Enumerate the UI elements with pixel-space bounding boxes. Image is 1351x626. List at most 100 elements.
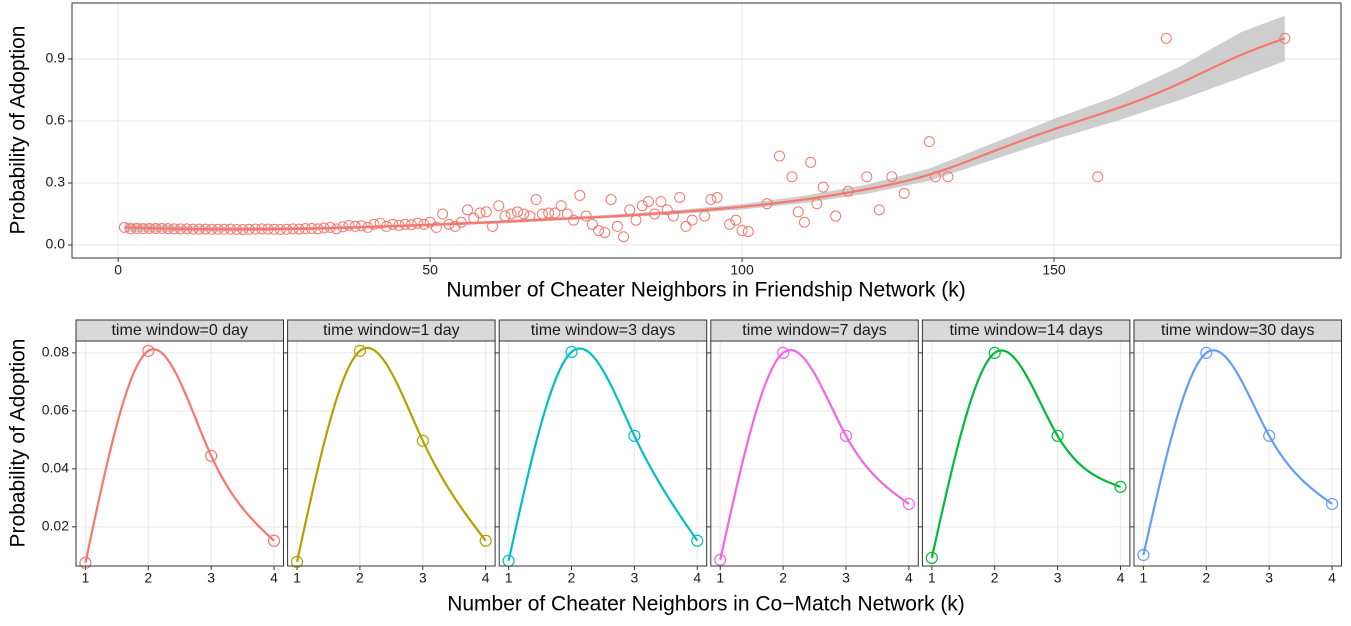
data-point [1325,497,1339,511]
x-tick-label: 100 [730,262,754,278]
x-tick-label: 1 [293,570,301,586]
data-point [79,556,92,569]
data-point [1200,346,1213,359]
data-point [730,214,742,226]
facet-label: time window=3 days [531,322,676,339]
data-point [205,449,218,462]
data-point [724,218,736,230]
data-point [605,194,617,206]
data-point [817,181,829,193]
data-point [599,227,611,239]
x-tick-label: 3 [842,570,850,586]
data-point [988,346,1001,359]
data-point [416,434,429,447]
panel-border [498,340,708,567]
data-point [628,429,641,442]
data-point [412,217,424,229]
data-point [355,220,367,232]
data-point [705,194,717,206]
panel-background [76,341,284,566]
panel-border [710,340,919,567]
data-point [742,226,754,238]
data-point [680,220,692,232]
y-tick-label: 0.9 [46,50,66,66]
x-tick-label: 4 [693,570,701,586]
y-tick-label: 0.06 [42,402,69,418]
x-tick-label: 3 [630,570,638,586]
data-point [661,204,673,216]
fit-line [124,37,1286,231]
data-point [674,191,686,203]
data-point [636,200,648,212]
x-tick-label: 2 [144,570,152,586]
x-tick-label: 2 [356,570,364,586]
x-tick-label: 50 [422,262,438,278]
data-point [902,497,915,511]
series-line [84,348,275,564]
data-point [691,534,704,547]
data-point [353,344,367,357]
panel-border [71,2,1342,259]
data-point [777,346,790,359]
y-axis-title: Probability of Adoption [7,26,30,235]
x-tick-label: 4 [1117,570,1125,586]
data-point [773,150,785,162]
data-point [530,194,542,206]
y-tick-label: 0.3 [46,174,66,190]
confidence-band [124,15,1285,233]
x-tick-label: 4 [1328,570,1336,586]
data-point [1137,548,1150,562]
y-tick-label: 0.02 [42,518,69,534]
data-point [839,429,853,442]
data-point [343,219,355,231]
x-tick-label: 4 [905,570,913,586]
x-axis-title: Number of Cheater Neighbors in Friendshi… [446,279,965,302]
series-line [295,346,487,563]
data-point [511,206,523,218]
data-point [642,196,654,208]
data-point [518,208,530,220]
data-point [399,218,411,230]
data-point [861,171,873,183]
data-point [1263,429,1276,442]
data-point [686,214,698,226]
data-point [1160,32,1172,44]
x-tick-label: 2 [568,570,576,586]
data-point [455,216,467,228]
x-tick-label: 150 [1042,262,1066,278]
data-point [886,171,898,183]
x-tick-label: 2 [991,570,999,586]
x-tick-label: 1 [505,570,513,586]
data-point [586,218,598,230]
y-tick-label: 0.08 [42,344,69,360]
data-point [430,221,442,233]
x-tick-label: 4 [482,570,490,586]
data-point [873,204,885,216]
x-tick-label: 0 [114,262,122,278]
x-tick-label: 3 [419,570,427,586]
data-point [798,216,810,228]
data-point [942,171,954,183]
y-axis-title: Probability of Adoption [7,339,30,548]
panel-border [287,340,496,567]
x-tick-label: 1 [928,570,936,586]
data-point [437,208,449,220]
data-point [736,225,748,237]
data-point [618,231,630,243]
panel-background [499,341,707,566]
data-point [1279,32,1291,44]
data-point [667,210,679,222]
series-line [1142,349,1333,556]
data-point [925,551,938,564]
data-point [290,555,304,569]
data-point [125,223,137,235]
data-point [655,196,667,208]
data-point [568,214,580,226]
data-point [387,218,399,230]
data-point [480,206,492,218]
data-point [580,210,592,222]
facet-label: time window=14 days [949,322,1102,339]
data-point [574,189,586,201]
panel-background [72,3,1341,258]
